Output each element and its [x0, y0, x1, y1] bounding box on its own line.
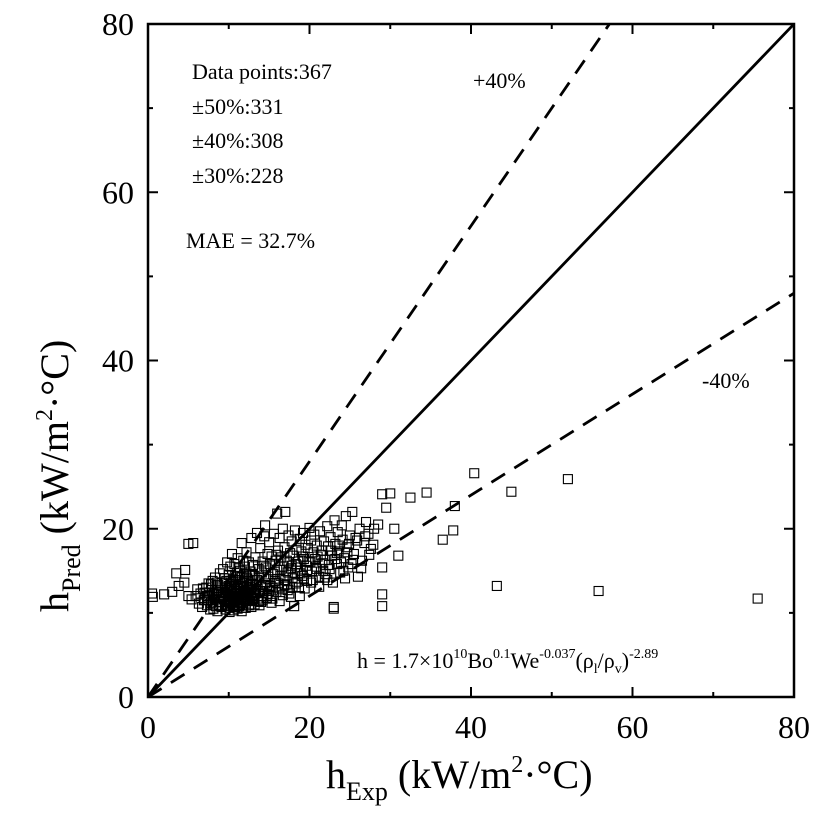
data-point [394, 551, 403, 560]
data-point [438, 535, 447, 544]
data-point [406, 493, 415, 502]
y-axis-title: hPred (kW/m2·°C) [32, 340, 86, 612]
data-point [378, 602, 387, 611]
data-point [172, 569, 181, 578]
data-point [237, 539, 246, 548]
data-points [148, 469, 763, 617]
data-point [174, 581, 183, 590]
y-tick-labels: 0 20 40 60 80 [102, 6, 134, 715]
data-point [180, 578, 189, 587]
data-point [422, 488, 431, 497]
data-point [378, 590, 387, 599]
data-point [449, 526, 458, 535]
y-tick-label: 80 [102, 6, 134, 42]
x-tick-label: 60 [617, 709, 649, 745]
annotation-data-points: Data points:367 [192, 59, 332, 84]
data-point [353, 572, 362, 581]
y-tick-label: 0 [118, 679, 134, 715]
data-point [382, 503, 391, 512]
data-point [181, 565, 190, 574]
annotation-mae: MAE = 32.7% [186, 228, 315, 253]
x-tick-label: 20 [294, 709, 326, 745]
data-point [470, 469, 479, 478]
data-point [390, 524, 399, 533]
data-point [563, 475, 572, 484]
x-tick-label: 0 [140, 709, 156, 745]
reference-line-2 [148, 293, 794, 697]
data-point [594, 587, 603, 596]
y-tick-label: 40 [102, 343, 134, 379]
annotation-pm30: ±30%:228 [192, 163, 284, 188]
data-point [753, 594, 762, 603]
data-point [278, 524, 287, 533]
data-point [492, 581, 501, 590]
x-tick-labels: 0 20 40 60 80 [140, 709, 810, 745]
x-tick-label: 80 [778, 709, 810, 745]
annotation-pm50: ±50%:331 [192, 94, 284, 119]
x-axis-title: hExp (kW/m2·°C) [326, 752, 593, 806]
y-tick-label: 60 [102, 174, 134, 210]
x-tick-label: 40 [455, 709, 487, 745]
data-point [507, 487, 516, 496]
annotation-pm40: ±40%:308 [192, 128, 284, 153]
correlation-equation: h = 1.7×1010Bo0.1We-0.037(ρl/ρv)-2.89 [357, 647, 658, 677]
band-label-minus40: -40% [702, 368, 750, 393]
band-label-plus40: +40% [473, 68, 526, 93]
data-point [378, 563, 387, 572]
y-tick-label: 20 [102, 511, 134, 547]
data-point [148, 592, 157, 601]
